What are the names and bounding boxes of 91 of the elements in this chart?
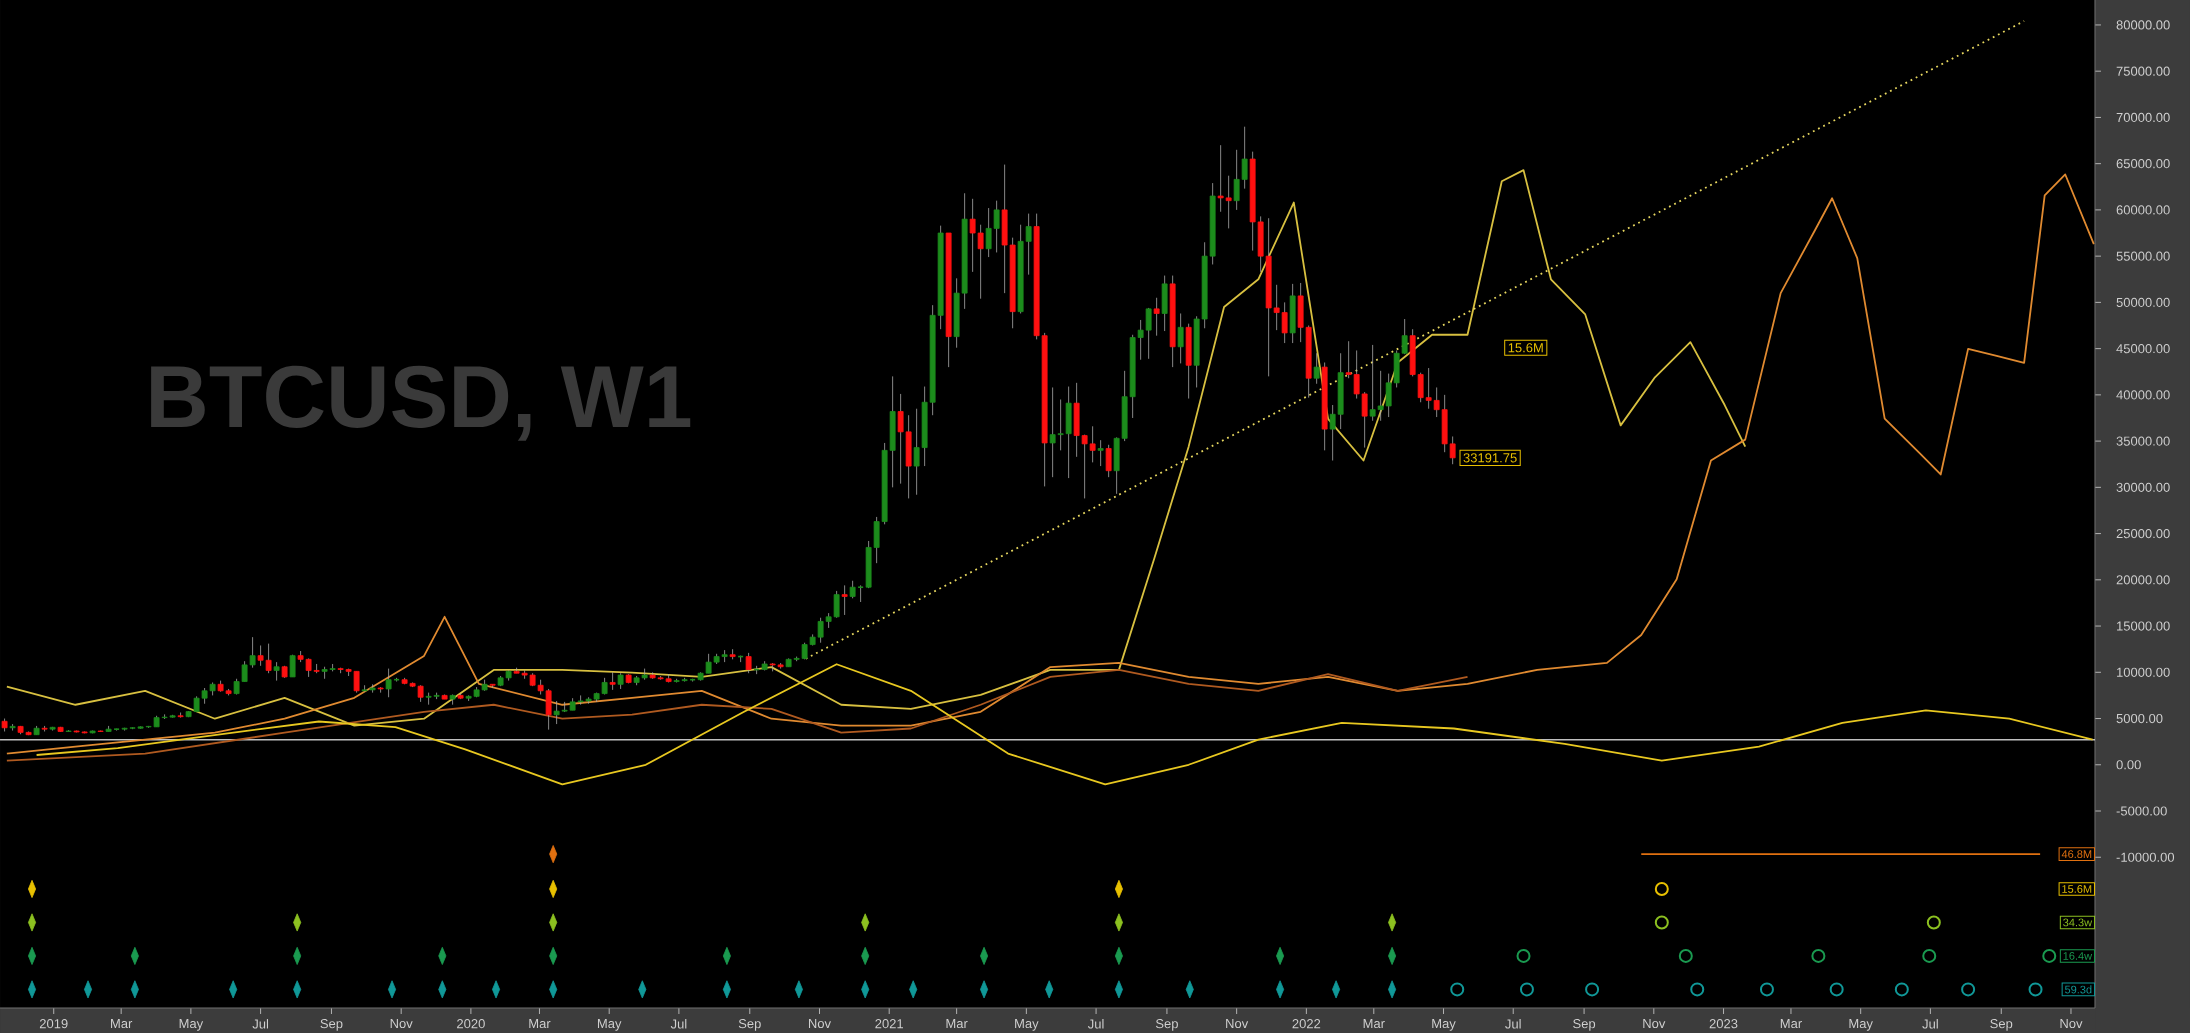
y-tick-label: 30000.00 <box>2116 482 2170 492</box>
x-tick-label: Jul <box>252 1019 269 1029</box>
y-tick-label: 35000.00 <box>2116 436 2170 446</box>
candlestick <box>9 723 16 731</box>
candlestick <box>857 584 864 603</box>
annotation: 33191.75 <box>1463 453 1517 463</box>
x-tick-label: Jul <box>1505 1019 1521 1029</box>
x-tick-label: Sep <box>1573 1019 1596 1031</box>
point <box>1519 982 1534 997</box>
x-tick-label: May <box>1849 1019 1873 1031</box>
candlestick <box>1177 313 1184 364</box>
y-tick-label: -5000.00 <box>2116 806 2167 816</box>
x-tick-label: Nov <box>2060 1019 2083 1029</box>
text: 34.3w <box>2063 918 2093 927</box>
point <box>2028 982 2043 997</box>
x-tick-label: Mar <box>946 1019 968 1029</box>
y-tick-label: 75000.00 <box>2116 66 2170 76</box>
y-tick-label: 70000.00 <box>2116 112 2170 123</box>
point <box>1926 915 1941 930</box>
x-tick-label: 2020 <box>457 1019 485 1029</box>
x-tick-label: Jul <box>1922 1019 1938 1029</box>
point <box>1829 982 1844 997</box>
x-tick-label: 2022 <box>1292 1019 1321 1029</box>
line-series <box>5 169 1747 727</box>
x-tick-label: 2021 <box>875 1019 904 1029</box>
x-tick-label: May <box>179 1019 204 1031</box>
candlestick <box>385 668 392 698</box>
x-tick-label: Jul <box>1087 1019 1104 1029</box>
y-tick-label: -10000.00 <box>2116 852 2175 862</box>
point <box>1516 948 1531 963</box>
x-tick-label: Sep <box>738 1019 761 1031</box>
y-tick-label: 50000.00 <box>2116 297 2170 307</box>
series-label: 46.8M <box>2061 850 2092 858</box>
x-tick-label: Nov <box>1643 1019 1666 1029</box>
x-tick-label: Mar <box>1780 1019 1802 1029</box>
y-tick-label: 15000.00 <box>2117 621 2170 631</box>
y-tick-label: 45000.00 <box>2116 344 2170 354</box>
x-tick-label: Mar <box>1363 1019 1385 1029</box>
point <box>1922 948 1937 963</box>
y-tick-label: 5000.00 <box>2116 713 2163 724</box>
point <box>1654 915 1669 930</box>
x-tick-label: May <box>1015 1019 1039 1031</box>
line-series <box>35 663 2094 786</box>
y-tick-label: 0.00 <box>2116 760 2141 770</box>
text: 59.3d <box>2064 985 2092 994</box>
y-tick-label: 80000.00 <box>2116 20 2170 30</box>
x-tick-label: Jul <box>670 1019 687 1029</box>
x-tick-label: Nov <box>390 1019 413 1029</box>
y-tick-label: 60000.00 <box>2116 205 2170 215</box>
x-tick-label: Sep <box>1155 1019 1178 1031</box>
point <box>1690 982 1705 997</box>
text: BTCUSD, W1 <box>151 365 691 441</box>
candlestick <box>1097 439 1104 467</box>
candlestick <box>1105 444 1112 478</box>
x-tick-label: Mar <box>529 1019 551 1029</box>
y-tick-label: 20000.00 <box>2116 575 2170 585</box>
x-tick-label: Nov <box>808 1019 831 1029</box>
point <box>1585 982 1600 997</box>
candlestick <box>273 661 280 682</box>
y-tick-label: 55000.00 <box>2116 251 2170 261</box>
x-tick-label: Sep <box>1990 1019 2013 1031</box>
y-tick-label: 65000.00 <box>2116 159 2170 169</box>
point <box>1811 948 1826 963</box>
point <box>1678 948 1693 963</box>
line-series <box>5 668 1469 762</box>
x-tick-label: 2023 <box>1709 1019 1738 1029</box>
x-tick-label: 2019 <box>39 1019 68 1029</box>
x-tick-label: Nov <box>1226 1019 1249 1029</box>
point <box>1894 982 1909 997</box>
candlestick <box>609 671 616 691</box>
candlestick <box>745 652 752 674</box>
line-series <box>5 173 2095 755</box>
candlestick <box>113 728 120 731</box>
candlestick <box>1153 297 1160 337</box>
point <box>1450 982 1465 997</box>
candlestick <box>841 584 848 616</box>
point <box>1654 881 1669 896</box>
text: 15.6M <box>2062 885 2092 893</box>
candlestick <box>1313 352 1320 385</box>
x-tick-label: May <box>1432 1019 1456 1031</box>
point <box>1759 982 1774 997</box>
y-tick-label: 10000.00 <box>2117 667 2170 677</box>
x-tick-label: Mar <box>111 1019 133 1029</box>
point <box>1961 982 1976 997</box>
annotation: 15.6M <box>1508 343 1543 353</box>
x-tick-label: Sep <box>320 1019 343 1031</box>
x-tick-label: May <box>597 1019 622 1031</box>
point <box>2042 948 2057 963</box>
series-label: 16.4w <box>2063 952 2093 960</box>
y-tick-label: 40000.00 <box>2116 390 2170 400</box>
y-tick-label: 25000.00 <box>2116 528 2170 539</box>
